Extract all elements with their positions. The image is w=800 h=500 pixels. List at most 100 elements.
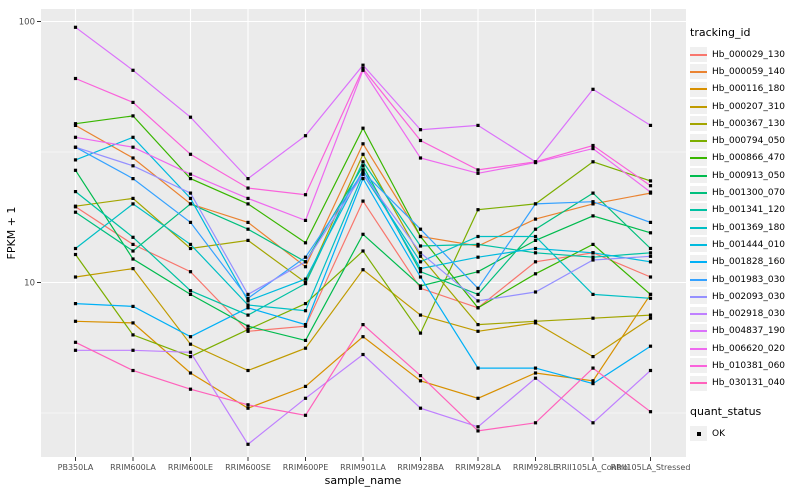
legend-label: Hb_001983_030 <box>712 274 786 285</box>
legend-item-Hb_000913_050: Hb_000913_050 <box>690 167 798 184</box>
legend-item-Hb_006620_020: Hb_006620_020 <box>690 340 798 357</box>
legend-label: Hb_000207_310 <box>712 101 786 112</box>
legend-item-Hb_001983_030: Hb_001983_030 <box>690 271 798 288</box>
svg-text:RRIM600LA: RRIM600LA <box>110 463 156 472</box>
legend-key-line <box>690 237 707 253</box>
series-color-swatch <box>690 226 707 229</box>
legend-label: Hb_002093_030 <box>712 291 786 302</box>
legend-label: Hb_006620_020 <box>712 343 786 354</box>
series-color-swatch <box>690 88 707 91</box>
legend-title-tracking-id: tracking_id <box>690 26 751 39</box>
legend-item-Hb_000866_470: Hb_000866_470 <box>690 150 798 167</box>
legend-key-line <box>690 168 707 184</box>
series-color-swatch <box>690 105 707 108</box>
legend-key-line <box>690 358 707 374</box>
legend-label: Hb_000866_470 <box>712 153 786 164</box>
series-color-swatch <box>690 157 707 160</box>
svg-text:RRIM600PE: RRIM600PE <box>283 463 329 472</box>
legend-label: Hb_000913_050 <box>712 170 786 181</box>
legend-label: Hb_030131_040 <box>712 378 786 389</box>
svg-text:RRIM600LE: RRIM600LE <box>168 463 213 472</box>
legend-item-Hb_001369_180: Hb_001369_180 <box>690 219 798 236</box>
series-color-swatch <box>690 313 707 316</box>
legend-item-Hb_001444_010: Hb_001444_010 <box>690 236 798 253</box>
series-color-swatch <box>690 382 707 385</box>
series-color-swatch <box>690 243 707 246</box>
series-color-swatch <box>690 347 707 350</box>
quant-ok-marker-key <box>690 426 707 442</box>
legend-key-line <box>690 272 707 287</box>
series-color-swatch <box>690 330 707 333</box>
svg-text:RRIM928BA: RRIM928BA <box>397 463 444 472</box>
legend-item-Hb_002918_030: Hb_002918_030 <box>690 305 798 322</box>
axis-ticks <box>37 21 651 461</box>
svg-text:100: 100 <box>19 18 35 28</box>
legend-item-quant-ok: OK <box>690 425 798 442</box>
series-color-swatch <box>690 192 707 195</box>
legend-key-line <box>690 289 707 305</box>
legend-key-line <box>690 202 707 218</box>
legend-label: Hb_001444_010 <box>712 239 786 250</box>
legend-key-line <box>690 306 707 322</box>
legend-item-Hb_000367_130: Hb_000367_130 <box>690 115 798 132</box>
legend-key-line <box>690 150 707 166</box>
series-color-swatch <box>690 278 707 281</box>
legend-label: Hb_001369_180 <box>712 222 786 233</box>
legend-label: Hb_010381_060 <box>712 360 786 371</box>
y-tick-labels: 10 100 <box>19 18 35 289</box>
series-color-swatch <box>690 209 707 212</box>
legend-item-Hb_000207_310: Hb_000207_310 <box>690 98 798 115</box>
svg-text:RRII105LA_Control: RRII105LA_Control <box>556 463 630 472</box>
svg-text:RRIM928LE: RRIM928LE <box>513 463 558 472</box>
legend-title-quant-status: quant_status <box>690 404 762 418</box>
legend-item-Hb_000116_180: Hb_000116_180 <box>690 81 798 98</box>
legend-key-line <box>690 133 707 149</box>
legend-item-Hb_000059_140: Hb_000059_140 <box>690 63 798 80</box>
legend-label: Hb_004837_190 <box>712 326 786 337</box>
x-tick-labels: PB350LA RRIM600LA RRIM600LE RRIM600SE RRIM60… <box>58 463 690 472</box>
legend-key-line <box>690 254 707 270</box>
legend-label: Hb_001300_070 <box>712 188 786 199</box>
legend-label: Hb_001828_160 <box>712 257 786 268</box>
y-axis-title: FPKM + 1 <box>5 207 18 260</box>
legend-item-Hb_010381_060: Hb_010381_060 <box>690 357 798 374</box>
svg-text:RRII105LA_Stressed: RRII105LA_Stressed <box>611 463 690 472</box>
legend-item-Hb_030131_040: Hb_030131_040 <box>690 375 798 392</box>
black-square-icon <box>696 431 701 436</box>
legend-label: Hb_000794_050 <box>712 136 786 147</box>
series-color-swatch <box>690 70 707 73</box>
svg-text:RRIM600SE: RRIM600SE <box>225 463 271 472</box>
legend-key-line <box>690 47 707 63</box>
svg-text:PB350LA: PB350LA <box>58 463 94 472</box>
legend-item-Hb_002093_030: Hb_002093_030 <box>690 288 798 305</box>
legend-item-Hb_000794_050: Hb_000794_050 <box>690 132 798 149</box>
chart: PB350LA RRIM600LA RRIM600LE RRIM600SE RRIM60… <box>5 9 690 487</box>
series-color-swatch <box>690 122 707 125</box>
legend-label-quant-ok: OK <box>712 428 725 439</box>
legend-key-line <box>690 323 707 339</box>
svg-text:RRIM901LA: RRIM901LA <box>340 463 386 472</box>
legend-label: Hb_001341_120 <box>712 205 786 216</box>
legend-items: Hb_000029_130 Hb_000059_140 Hb_000116_180 H… <box>690 46 798 392</box>
legend-item-Hb_000029_130: Hb_000029_130 <box>690 46 798 63</box>
series-color-swatch <box>690 364 707 367</box>
legend-label: Hb_000059_140 <box>712 66 786 77</box>
legend-label: Hb_000367_130 <box>712 118 786 129</box>
series-color-swatch <box>690 295 707 298</box>
svg-text:10: 10 <box>24 279 35 289</box>
legend-item-Hb_001300_070: Hb_001300_070 <box>690 184 798 201</box>
series-color-swatch <box>690 140 707 143</box>
legend-item-Hb_001341_120: Hb_001341_120 <box>690 202 798 219</box>
legend: tracking_id Hb_000029_130 Hb_000059_140 Hb… <box>690 26 798 442</box>
legend-key-line <box>690 185 707 201</box>
legend-label: Hb_000029_130 <box>712 49 786 60</box>
legend-item-Hb_001828_160: Hb_001828_160 <box>690 254 798 271</box>
legend-key-line <box>690 220 707 236</box>
legend-key-line <box>690 341 707 357</box>
series-color-swatch <box>690 261 707 264</box>
legend-key-line <box>690 81 707 97</box>
legend-label: Hb_002918_030 <box>712 309 786 320</box>
legend-key-line <box>690 375 707 391</box>
legend-key-line <box>690 64 707 80</box>
